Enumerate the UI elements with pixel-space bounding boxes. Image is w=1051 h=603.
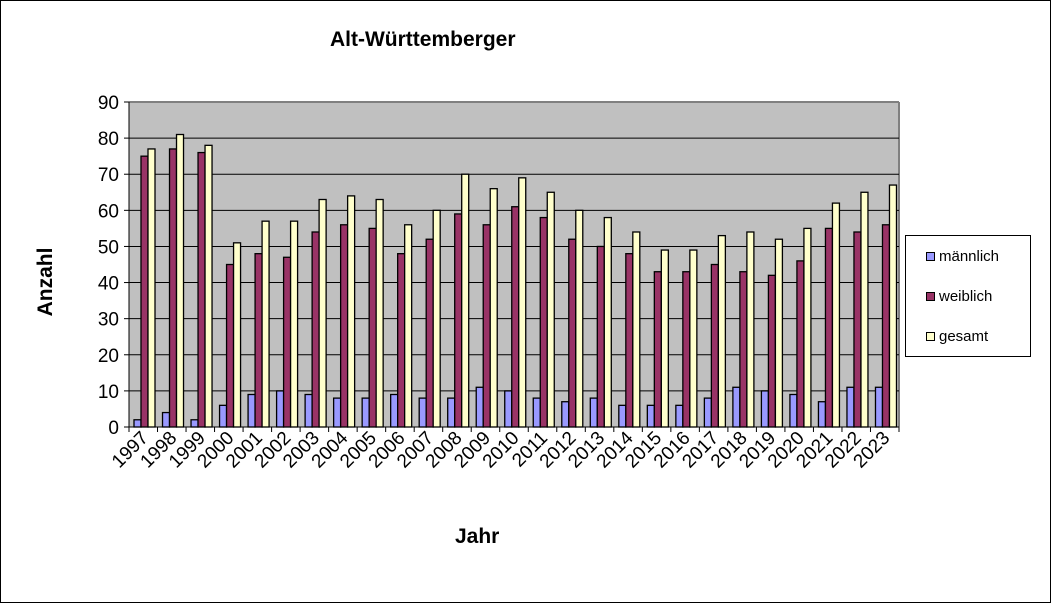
x-axis-label: Jahr — [455, 525, 500, 548]
svg-text:70: 70 — [98, 165, 119, 186]
legend-label: weiblich — [939, 288, 993, 305]
legend-item-maennlich: männlich — [926, 248, 999, 265]
chart-title: Alt-Württemberger — [330, 28, 516, 51]
legend-label: männlich — [939, 248, 1000, 265]
legend-swatch-icon — [926, 332, 935, 341]
svg-text:30: 30 — [98, 310, 119, 331]
svg-text:20: 20 — [98, 346, 119, 367]
legend-item-gesamt: gesamt — [926, 328, 988, 345]
legend-label: gesamt — [939, 328, 989, 345]
legend-swatch-icon — [926, 252, 935, 261]
svg-text:0: 0 — [108, 418, 119, 439]
svg-text:60: 60 — [98, 201, 119, 222]
svg-text:90: 90 — [98, 93, 119, 114]
svg-text:40: 40 — [98, 274, 119, 295]
legend: männlich weiblich gesamt — [905, 235, 1031, 357]
svg-text:50: 50 — [98, 237, 119, 258]
svg-text:80: 80 — [98, 129, 119, 150]
legend-item-weiblich: weiblich — [926, 288, 992, 305]
svg-text:10: 10 — [98, 382, 119, 403]
legend-swatch-icon — [926, 292, 935, 301]
